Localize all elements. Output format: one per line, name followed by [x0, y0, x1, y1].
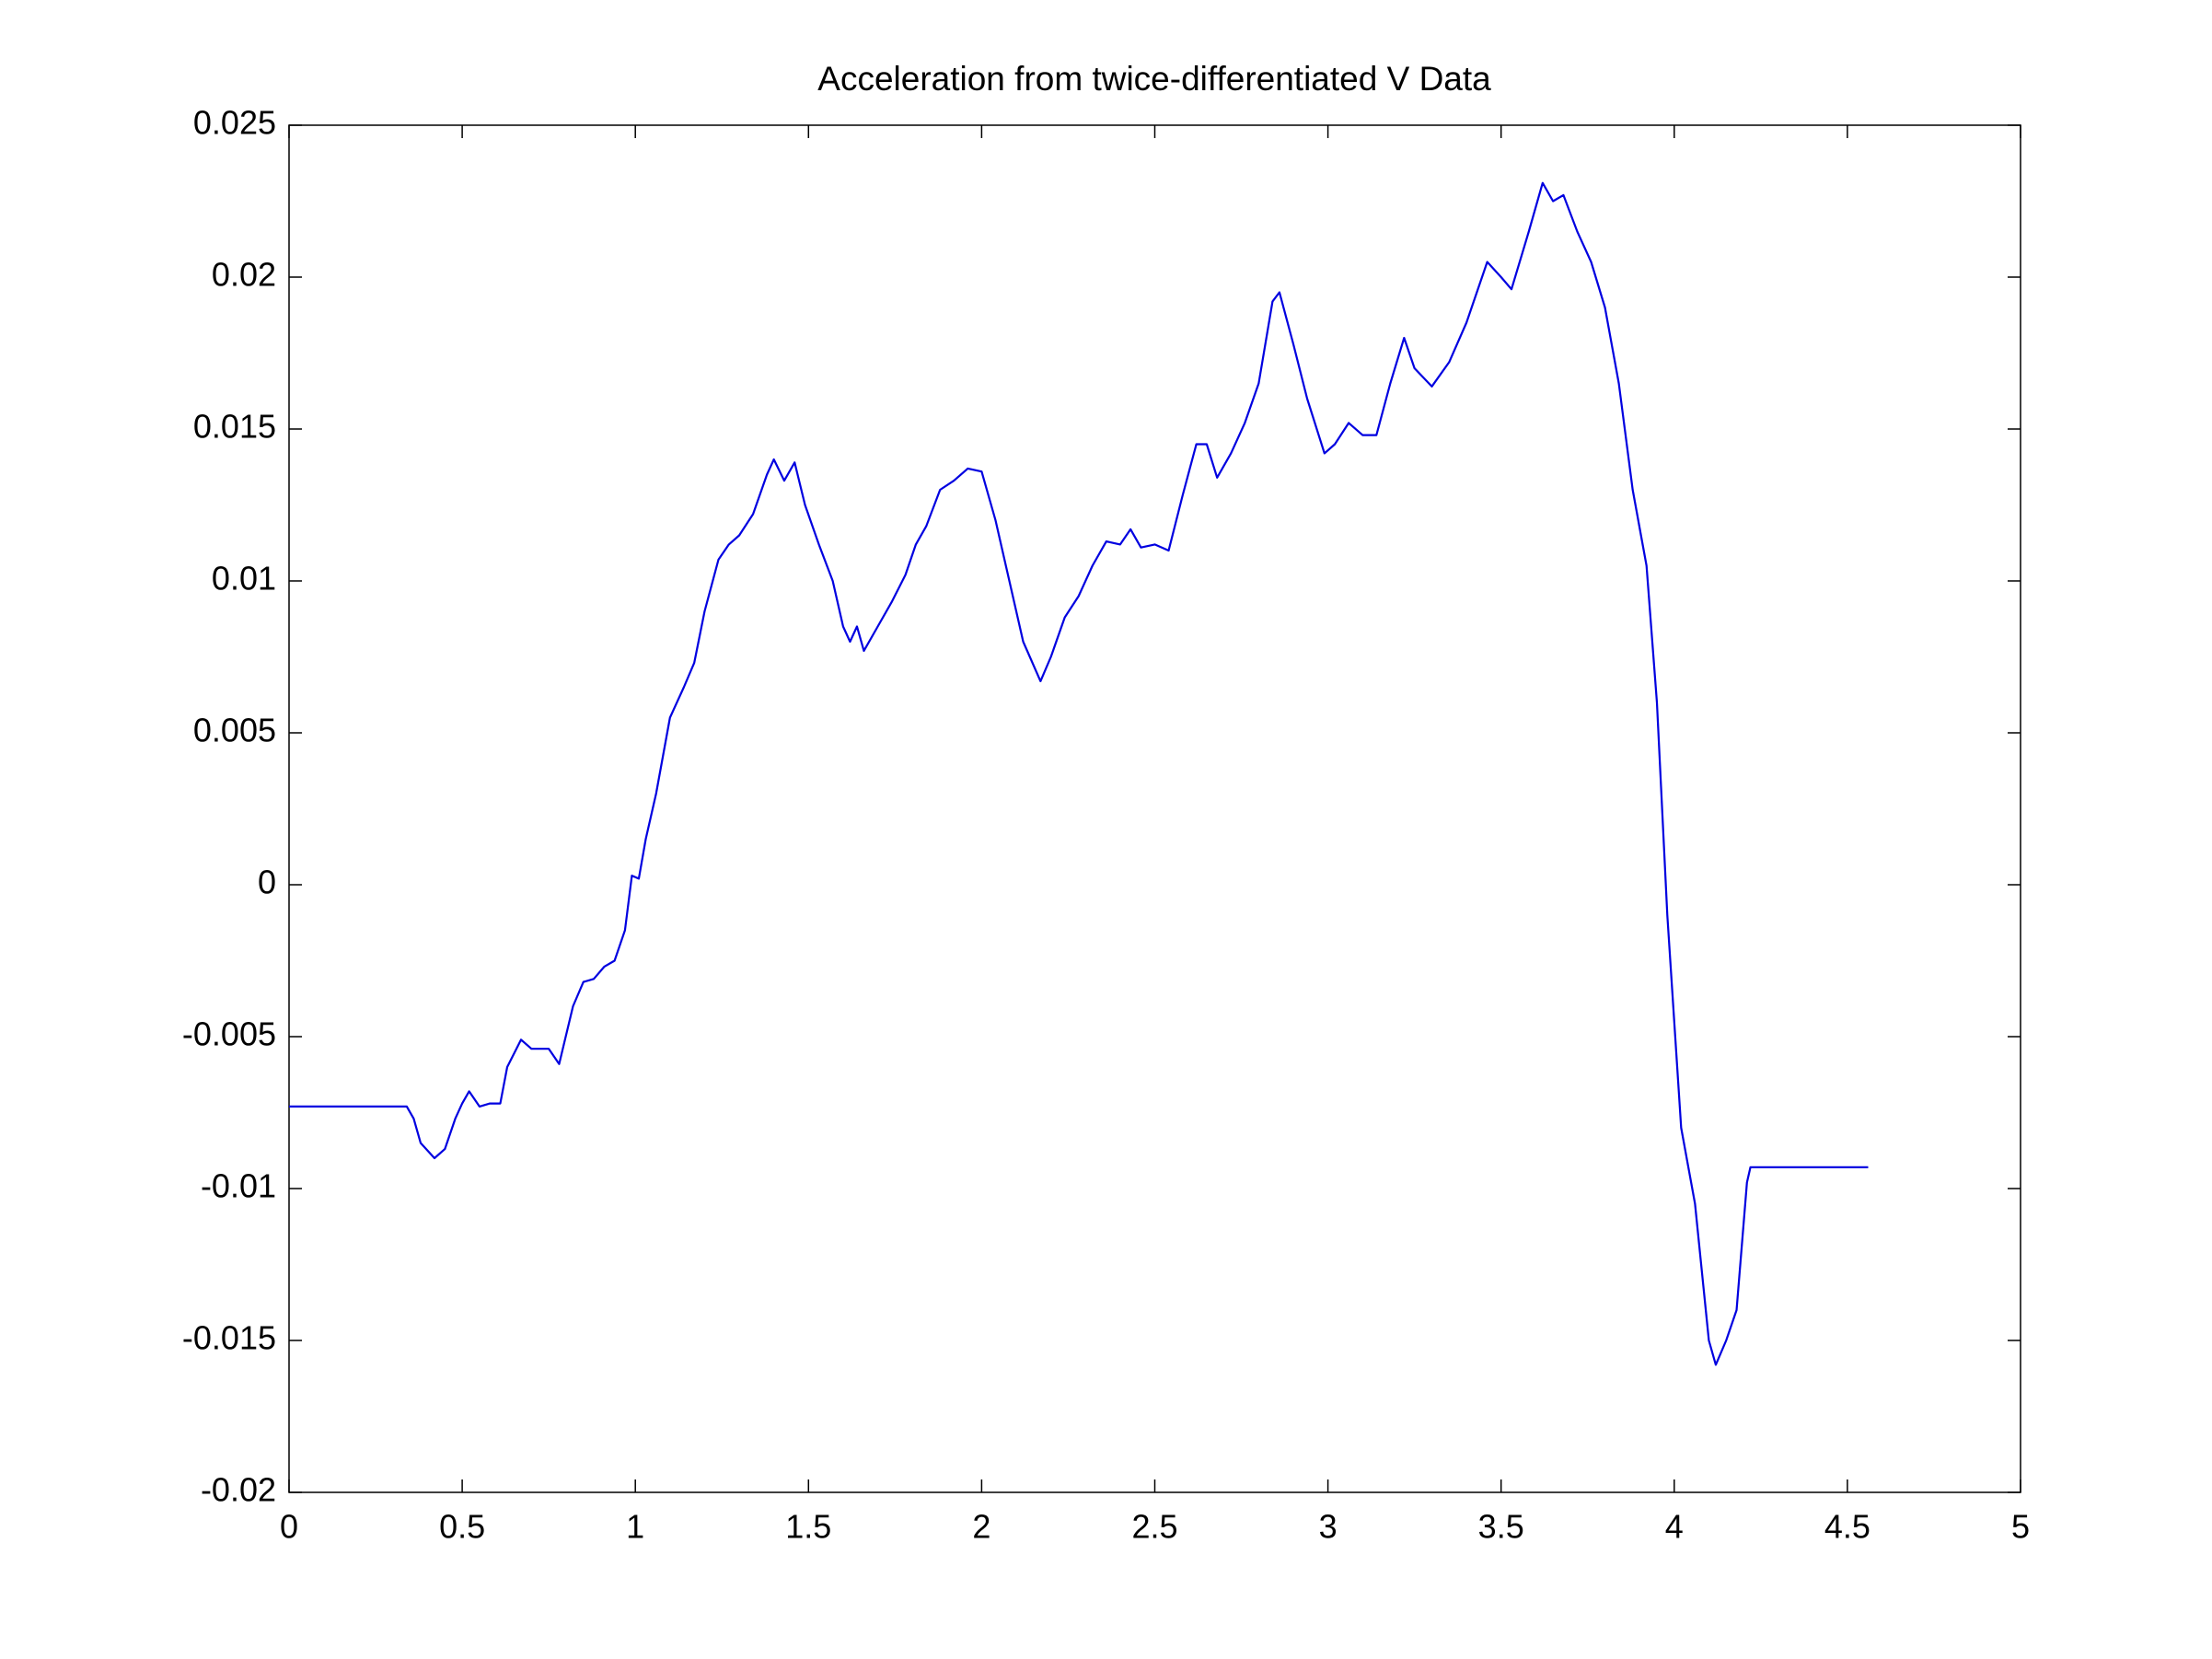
x-tick-label: 3.5 — [1478, 1508, 1524, 1546]
x-tick-label: 1 — [626, 1508, 644, 1546]
chart-title: Acceleration from twice-differentiated V… — [817, 60, 1491, 98]
y-tick-label: -0.005 — [182, 1015, 276, 1053]
x-tick-label: 0 — [280, 1508, 298, 1546]
x-tick-label: 4.5 — [1824, 1508, 1870, 1546]
x-tick-label: 3 — [1319, 1508, 1338, 1546]
x-tick-label: 0.5 — [439, 1508, 485, 1546]
y-tick-label: -0.02 — [201, 1471, 276, 1509]
y-tick-label: 0.02 — [212, 256, 276, 294]
y-tick-label: 0.025 — [193, 104, 276, 142]
x-tick-label: 4 — [1665, 1508, 1684, 1546]
y-tick-label: 0.01 — [212, 560, 276, 597]
x-tick-label: 2 — [972, 1508, 990, 1546]
y-tick-label: 0.015 — [193, 408, 276, 446]
y-tick-label: 0.005 — [193, 712, 276, 749]
y-tick-label: -0.01 — [201, 1167, 276, 1205]
x-tick-label: 1.5 — [785, 1508, 831, 1546]
y-tick-label: 0 — [258, 864, 276, 901]
data-line — [289, 181, 1869, 1366]
y-tick-label: -0.015 — [182, 1319, 276, 1357]
x-tick-label: 5 — [2011, 1508, 2030, 1546]
x-tick-label: 2.5 — [1131, 1508, 1177, 1546]
